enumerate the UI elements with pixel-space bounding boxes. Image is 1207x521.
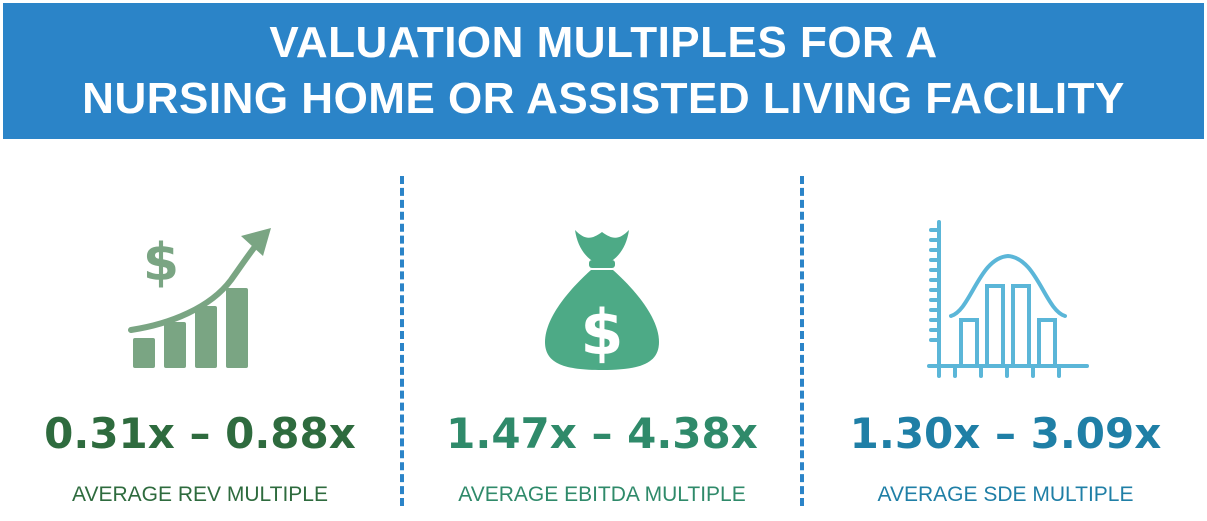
metric-column-rev: $ 0.31x – 0.88x AVERAGE REV MULTIPLE [0, 150, 400, 521]
sde-multiple-range: 1.30x – 3.09x [849, 409, 1162, 458]
column-divider-2 [800, 176, 804, 506]
rev-multiple-label: AVERAGE REV MULTIPLE [72, 483, 328, 506]
growth-chart-dollar-icon: $ [125, 220, 275, 375]
title-line-1: VALUATION MULTIPLES FOR A [269, 18, 938, 67]
svg-text:$: $ [143, 233, 179, 293]
money-bag-icon: $ [527, 220, 677, 375]
ebitda-multiple-label: AVERAGE EBITDA MULTIPLE [458, 483, 746, 506]
sde-multiple-label: AVERAGE SDE MULTIPLE [877, 483, 1134, 506]
rev-multiple-range: 0.31x – 0.88x [44, 409, 356, 458]
svg-text:$: $ [580, 296, 623, 369]
metric-column-sde: 1.30x – 3.09x AVERAGE SDE MULTIPLE [804, 150, 1207, 521]
title-line-2: NURSING HOME OR ASSISTED LIVING FACILITY [82, 74, 1125, 123]
title-banner: VALUATION MULTIPLES FOR A NURSING HOME O… [3, 3, 1204, 139]
bell-curve-histogram-icon [921, 220, 1091, 385]
ebitda-multiple-range: 1.47x – 4.38x [446, 409, 758, 458]
metric-column-ebitda: $ 1.47x – 4.38x AVERAGE EBITDA MULTIPLE [402, 150, 802, 521]
column-divider-1 [400, 176, 404, 506]
